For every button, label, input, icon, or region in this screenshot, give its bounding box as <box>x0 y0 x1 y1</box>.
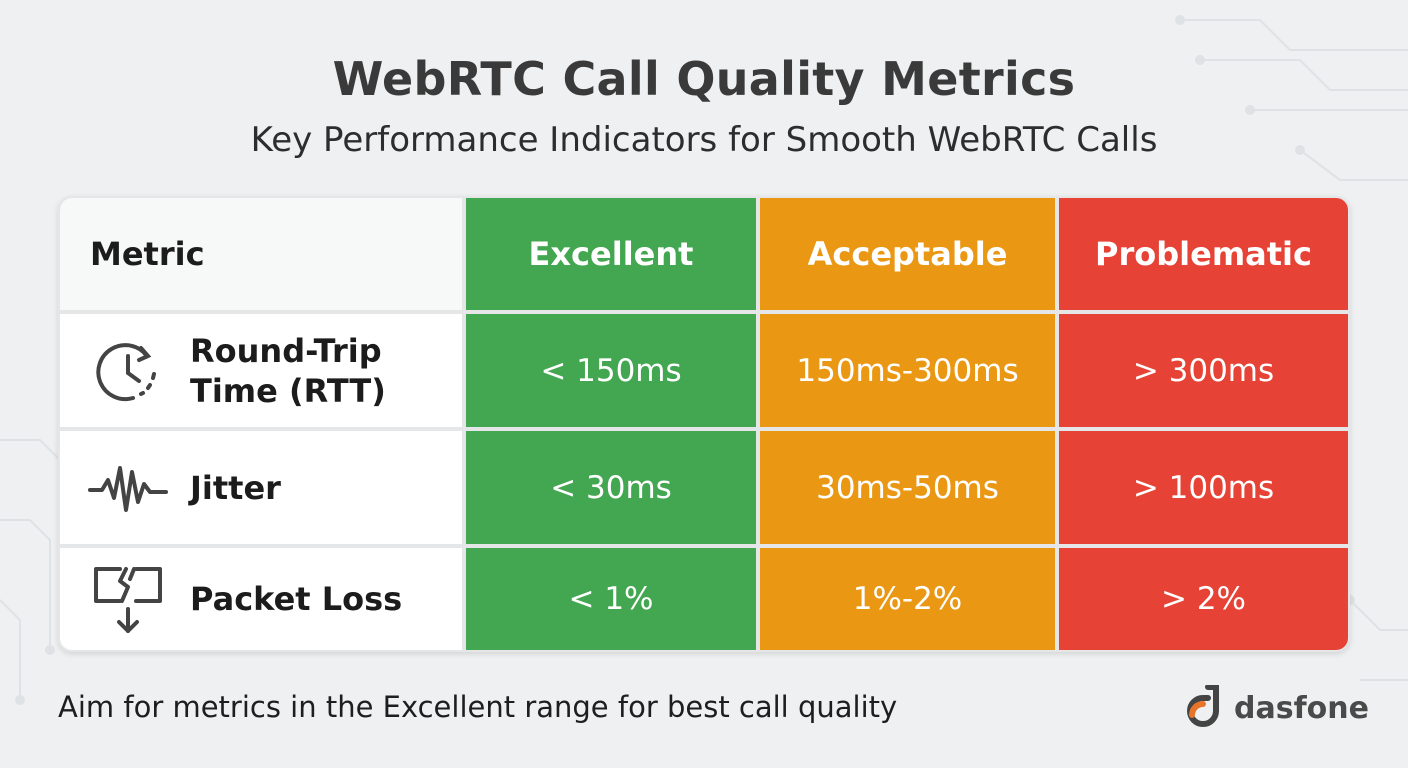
dasfone-logo-icon <box>1186 684 1224 731</box>
packet-loss-acceptable: 1%-2% <box>760 548 1055 650</box>
metric-label: Packet Loss <box>190 580 403 618</box>
metric-jitter: Jitter <box>60 431 462 544</box>
metric-rtt: Round-Trip Time (RTT) <box>60 314 462 427</box>
metric-packet-loss: Packet Loss <box>60 548 462 650</box>
packet-loss-problematic: > 2% <box>1059 548 1348 650</box>
clock-refresh-icon <box>88 331 168 411</box>
packet-loss-excellent: < 1% <box>466 548 756 650</box>
footer-note: Aim for metrics in the Excellent range f… <box>58 690 898 724</box>
rtt-excellent: < 150ms <box>466 314 756 427</box>
page-title: WebRTC Call Quality Metrics <box>332 52 1076 106</box>
metric-label: Jitter <box>190 468 281 507</box>
rtt-acceptable: 150ms-300ms <box>760 314 1055 427</box>
rtt-problematic: > 300ms <box>1059 314 1348 427</box>
header-excellent: Excellent <box>466 198 756 310</box>
brand-name: dasfone <box>1234 690 1369 726</box>
brand-logo: dasfone <box>1186 684 1369 731</box>
metrics-table: Metric Excellent Acceptable Problematic … <box>58 196 1350 652</box>
waveform-icon <box>88 448 168 528</box>
jitter-problematic: > 100ms <box>1059 431 1348 544</box>
header-problematic: Problematic <box>1059 198 1348 310</box>
broken-packet-icon <box>88 559 168 639</box>
jitter-acceptable: 30ms-50ms <box>760 431 1055 544</box>
page-subtitle: Key Performance Indicators for Smooth We… <box>250 120 1158 160</box>
metric-label: Round-Trip Time (RTT) <box>190 331 386 410</box>
header-acceptable: Acceptable <box>760 198 1055 310</box>
header-metric: Metric <box>60 198 462 310</box>
jitter-excellent: < 30ms <box>466 431 756 544</box>
